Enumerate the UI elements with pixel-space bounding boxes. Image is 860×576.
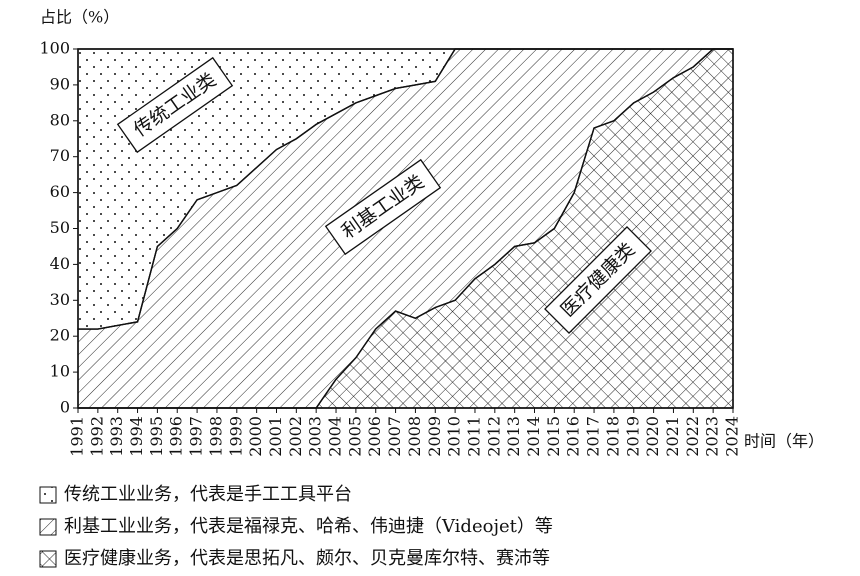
x-tick-label: 2016 [564,416,583,457]
y-tick-label: 20 [50,326,70,345]
legend-swatch [39,550,57,568]
legend-swatch [39,486,57,504]
x-tick-label: 2015 [544,416,563,457]
x-tick-label: 2001 [266,416,285,457]
x-tick-label: 2005 [345,416,364,457]
x-tick-label: 2019 [623,416,642,457]
y-tick-label: 10 [50,362,70,381]
x-tick-label: 2014 [524,416,543,457]
x-tick-label: 2013 [504,416,523,457]
x-tick-label: 2003 [306,416,325,457]
x-tick-label: 2007 [385,416,404,457]
y-tick-label: 60 [50,182,70,201]
x-tick-label: 2023 [703,416,722,457]
x-tick-label: 2009 [425,416,444,457]
x-tick-label: 2012 [484,416,503,457]
y-axis-label: 占比（%） [40,8,119,27]
annotation-box [324,158,442,256]
annotation-box [116,56,234,154]
legend-label: 医疗健康业务，代表是思拓凡、颇尔、贝克曼库尔特、赛沛等 [64,548,550,569]
x-tick-label: 2021 [663,416,682,457]
x-tick-label: 2008 [405,416,424,457]
x-tick-label: 1999 [226,416,245,457]
x-tick-label: 1997 [187,416,206,457]
x-tick-label: 2010 [445,416,464,457]
x-tick-label: 2002 [286,416,305,457]
x-tick-label: 2020 [643,416,662,457]
legend-swatch [39,518,57,536]
x-tick-label: 2006 [365,416,384,457]
x-axis-label: 时间（年） [744,432,824,451]
x-tick-label: 2017 [584,416,603,457]
x-tick-label: 1996 [167,416,186,457]
x-tick-label: 1995 [147,416,166,457]
y-tick-label: 40 [50,254,70,273]
y-tick-label: 70 [50,146,70,165]
x-tick-label: 2024 [723,416,742,457]
x-tick-label: 1994 [127,416,146,457]
x-tick-label: 2011 [464,416,483,457]
x-tick-label: 1998 [206,416,225,457]
legend-label: 传统工业业务，代表是手工工具平台 [64,484,352,505]
y-tick-label: 100 [39,39,70,58]
x-tick-label: 2000 [246,416,265,457]
x-tick-label: 2018 [603,416,622,457]
y-tick-label: 80 [50,110,70,129]
y-tick-label: 30 [50,290,70,309]
x-tick-label: 1992 [87,416,106,457]
legend-label: 利基工业业务，代表是福禄克、哈希、伟迪捷（Videojet）等 [64,516,553,537]
x-tick-label: 2004 [326,416,345,457]
x-tick-label: 2022 [683,416,702,457]
y-tick-label: 0 [60,398,70,417]
y-tick-label: 90 [50,74,70,93]
x-tick-label: 1991 [68,416,87,457]
x-tick-label: 1993 [107,416,126,457]
annotation-box [544,226,652,334]
y-tick-label: 50 [50,218,70,237]
